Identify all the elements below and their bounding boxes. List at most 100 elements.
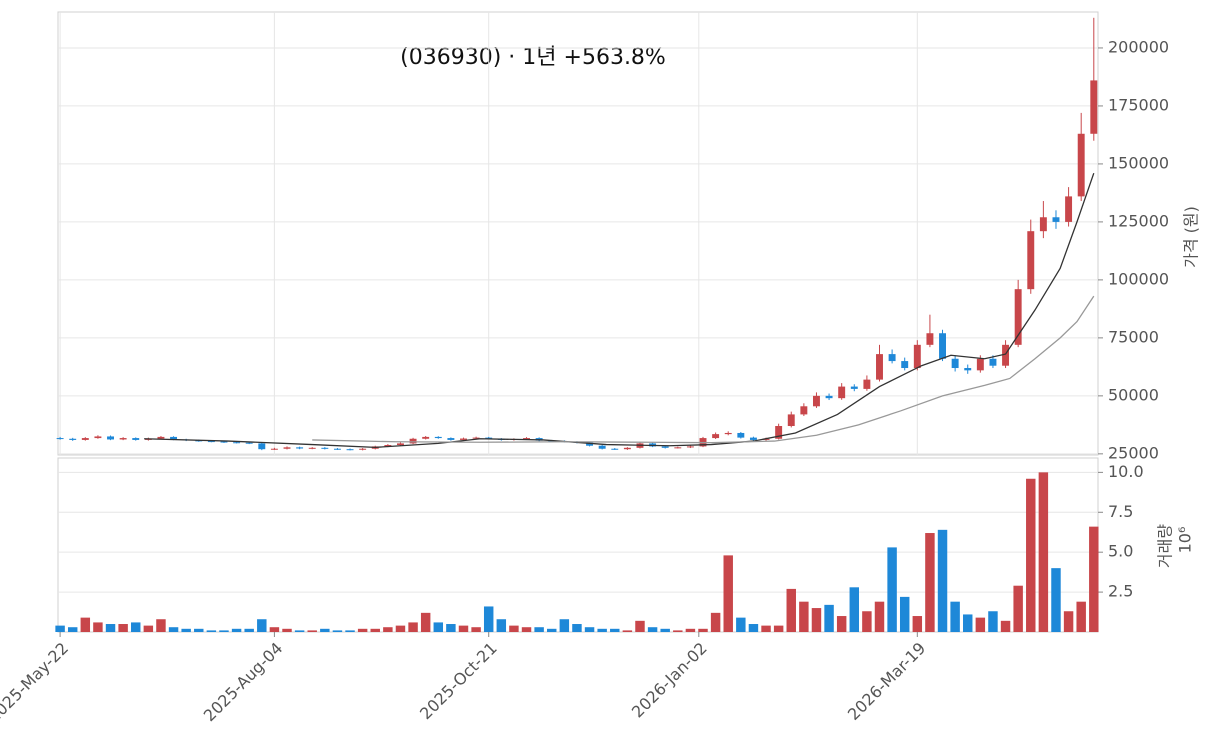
volume-bar bbox=[975, 617, 986, 632]
volume-bar bbox=[194, 628, 204, 632]
volume-bar bbox=[887, 547, 897, 632]
y-tick-label: 10.0 bbox=[1108, 462, 1144, 481]
candle-body bbox=[661, 446, 669, 448]
volume-bar bbox=[736, 617, 746, 632]
candle-body bbox=[1027, 231, 1035, 290]
candle-body bbox=[333, 448, 341, 450]
volume-bar bbox=[874, 601, 885, 632]
candle-body bbox=[888, 354, 896, 362]
volume-bar bbox=[521, 627, 532, 632]
volume-bar bbox=[862, 611, 872, 632]
volume-bar bbox=[685, 628, 696, 632]
y-tick-label: 25000 bbox=[1108, 443, 1159, 462]
candle-body bbox=[132, 438, 140, 440]
volume-bar bbox=[849, 587, 860, 632]
volume-bar bbox=[131, 622, 141, 632]
candle-body bbox=[762, 438, 770, 440]
candle-body bbox=[157, 436, 165, 439]
candle-body bbox=[775, 426, 783, 439]
candle-body bbox=[472, 437, 480, 439]
volume-bar bbox=[294, 630, 305, 632]
volume-bar bbox=[244, 628, 254, 632]
volume-bar bbox=[988, 611, 998, 632]
volume-bar bbox=[660, 628, 670, 632]
y-tick-label: 125000 bbox=[1108, 211, 1169, 230]
candle-body bbox=[712, 434, 720, 439]
candle-body bbox=[56, 438, 64, 440]
candle-body bbox=[1052, 217, 1060, 222]
volume-bar bbox=[269, 627, 280, 632]
candle-body bbox=[674, 447, 682, 449]
volume-bar bbox=[118, 624, 128, 632]
x-tick-label: 2026-Jan-02 bbox=[628, 639, 711, 722]
volume-bar bbox=[446, 624, 456, 632]
candle-body bbox=[321, 447, 329, 449]
candle-body bbox=[838, 386, 846, 399]
candle-body bbox=[523, 438, 530, 440]
volume-bar bbox=[937, 529, 948, 632]
volume-bar bbox=[1000, 620, 1011, 632]
volume-bar bbox=[370, 628, 380, 632]
candle-body bbox=[1014, 289, 1022, 345]
y-tick-label: 150000 bbox=[1108, 153, 1169, 172]
volume-bar bbox=[647, 627, 658, 632]
candle-body bbox=[220, 441, 228, 443]
x-tick-label: 2025-Aug-04 bbox=[200, 639, 287, 726]
candle-body bbox=[749, 437, 757, 440]
candle-body bbox=[611, 448, 619, 450]
volume-bar bbox=[1051, 568, 1061, 632]
volume-bar bbox=[80, 617, 91, 632]
volume-bar bbox=[786, 588, 796, 632]
volume-bar bbox=[534, 627, 544, 632]
moving-average bbox=[312, 295, 1095, 444]
candle-body bbox=[926, 333, 934, 345]
candle-body bbox=[876, 354, 883, 380]
candle-body bbox=[233, 442, 241, 444]
volume-bar bbox=[67, 627, 78, 632]
candle-body bbox=[901, 361, 909, 369]
candle-body bbox=[485, 437, 493, 439]
candle-body bbox=[1090, 80, 1098, 134]
volume-bar bbox=[799, 601, 809, 632]
volume-bar bbox=[345, 630, 355, 632]
candle-body bbox=[951, 358, 959, 369]
candle-body bbox=[686, 446, 694, 448]
volume-bar bbox=[168, 627, 179, 632]
volume-bar bbox=[584, 627, 595, 632]
volume-bar bbox=[698, 628, 708, 632]
volume-bar bbox=[282, 628, 292, 632]
volume-bar bbox=[181, 628, 191, 632]
volume-bar bbox=[610, 628, 620, 632]
y-tick-label: 7.5 bbox=[1108, 502, 1133, 521]
candle-body bbox=[1039, 217, 1047, 232]
y-tick-label: 2.5 bbox=[1108, 582, 1133, 601]
volume-bar bbox=[408, 622, 418, 632]
volume-bar bbox=[1038, 472, 1049, 632]
candle-body bbox=[724, 432, 732, 435]
y-tick-label: 100000 bbox=[1108, 269, 1169, 288]
volume-bar bbox=[824, 604, 834, 632]
x-tick-label: 2026-Mar-19 bbox=[844, 639, 929, 724]
volume-bar bbox=[55, 625, 65, 632]
volume-bar bbox=[357, 628, 368, 632]
candle-body bbox=[384, 445, 392, 447]
candle-body bbox=[81, 438, 89, 440]
y-axis-label: 가격 (원) bbox=[1182, 206, 1201, 268]
volume-bar bbox=[383, 627, 393, 632]
candle-body bbox=[586, 442, 594, 446]
y-tick-label: 5.0 bbox=[1108, 542, 1133, 561]
volume-bar bbox=[773, 625, 784, 632]
volume-bar bbox=[723, 555, 733, 632]
candle-body bbox=[69, 438, 77, 440]
volume-axis-label: 거래량 bbox=[1156, 524, 1175, 568]
candle-body bbox=[359, 448, 367, 450]
candle-body bbox=[396, 443, 404, 446]
volume-bar bbox=[748, 624, 759, 632]
candle-body bbox=[1065, 196, 1073, 222]
volume-bar bbox=[231, 628, 242, 632]
candle-body bbox=[170, 436, 178, 440]
candle-body bbox=[737, 432, 745, 438]
candle-body bbox=[850, 386, 858, 389]
x-tick-label: 2025-Oct-21 bbox=[416, 639, 501, 724]
